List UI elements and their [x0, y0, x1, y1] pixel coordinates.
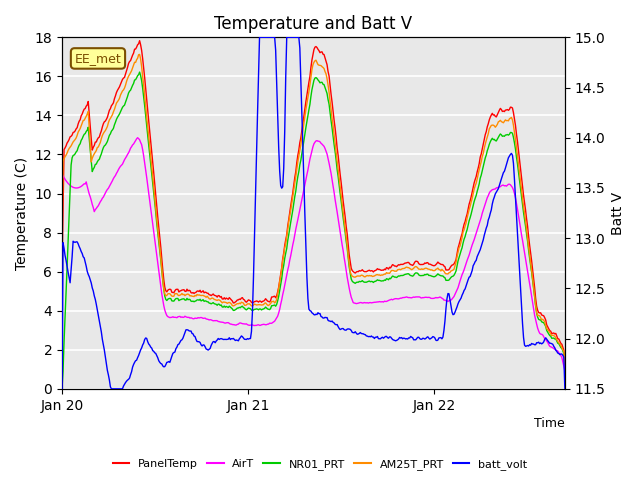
Y-axis label: Batt V: Batt V — [611, 192, 625, 235]
Legend: PanelTemp, AirT, NR01_PRT, AM25T_PRT, batt_volt: PanelTemp, AirT, NR01_PRT, AM25T_PRT, ba… — [108, 455, 532, 474]
Text: Time: Time — [534, 417, 565, 430]
Text: EE_met: EE_met — [75, 52, 122, 65]
Title: Temperature and Batt V: Temperature and Batt V — [214, 15, 413, 33]
Y-axis label: Temperature (C): Temperature (C) — [15, 156, 29, 270]
